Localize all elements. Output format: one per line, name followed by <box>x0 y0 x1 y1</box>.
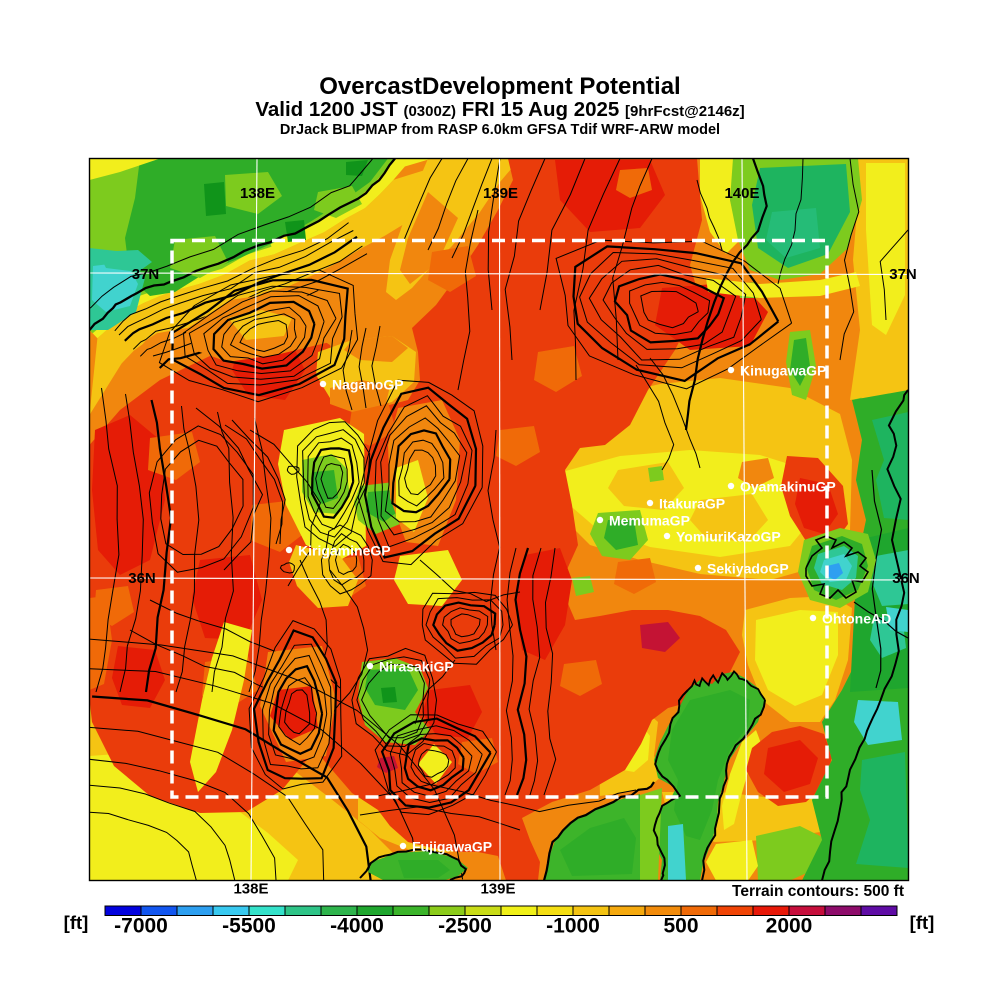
svg-text:139E: 139E <box>480 881 515 898</box>
svg-text:500: 500 <box>663 915 698 938</box>
svg-text:-1000: -1000 <box>546 915 600 938</box>
svg-text:OhtoneAD: OhtoneAD <box>822 611 891 627</box>
svg-text:[ft]: [ft] <box>64 912 89 933</box>
svg-text:138E: 138E <box>240 185 275 202</box>
svg-text:139E: 139E <box>483 185 518 202</box>
svg-text:KinugawaGP: KinugawaGP <box>740 363 826 379</box>
svg-text:2000: 2000 <box>766 915 813 938</box>
svg-text:140E: 140E <box>724 185 759 202</box>
svg-text:138E: 138E <box>233 881 268 898</box>
svg-text:[ft]: [ft] <box>910 912 935 933</box>
svg-text:KirigamineGP: KirigamineGP <box>298 543 391 559</box>
svg-text:-4000: -4000 <box>330 915 384 938</box>
svg-text:MemumaGP: MemumaGP <box>609 513 690 529</box>
svg-text:-5500: -5500 <box>222 915 276 938</box>
svg-text:-2500: -2500 <box>438 915 492 938</box>
svg-text:NaganoGP: NaganoGP <box>332 377 404 393</box>
svg-text:NirasakiGP: NirasakiGP <box>379 659 454 675</box>
svg-text:OyamakinuGP: OyamakinuGP <box>740 479 836 495</box>
svg-text:36N: 36N <box>128 570 156 587</box>
svg-text:SekiyadoGP: SekiyadoGP <box>707 561 789 577</box>
svg-text:YomiuriKazoGP: YomiuriKazoGP <box>676 529 781 545</box>
svg-text:Terrain contours: 500 ft: Terrain contours: 500 ft <box>732 883 904 900</box>
svg-text:37N: 37N <box>889 266 917 283</box>
svg-text:37N: 37N <box>132 266 160 283</box>
svg-text:FujigawaGP: FujigawaGP <box>412 839 492 855</box>
svg-text:36N: 36N <box>892 570 920 587</box>
svg-text:-7000: -7000 <box>114 915 168 938</box>
svg-text:ItakuraGP: ItakuraGP <box>659 496 725 512</box>
